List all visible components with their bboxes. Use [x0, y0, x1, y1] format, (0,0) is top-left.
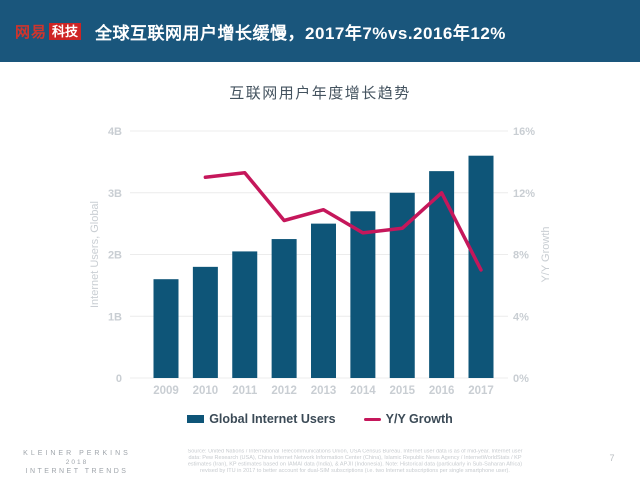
brand-line: 2018	[65, 459, 89, 466]
growth-trend-chart: 0 0% 1B 4% 2B 8% 3B 12% 4B 16% Internet Users, Glo…	[89, 126, 552, 397]
svg-text:2017: 2017	[468, 385, 494, 397]
source-note: Source: United Nations / International T…	[166, 449, 543, 475]
line-series-swatch-icon	[363, 417, 381, 421]
logo-sub-badge: 科技	[49, 22, 82, 40]
svg-text:2015: 2015	[389, 385, 415, 397]
svg-text:8%: 8%	[513, 250, 529, 262]
page-number: 7	[609, 453, 615, 463]
headline-title: 全球互联网用户增长缓慢，2017年7%vs.2016年12%	[95, 23, 506, 43]
svg-text:2011: 2011	[232, 385, 258, 397]
source-line: data: Pew Research (USA), China Internet…	[188, 455, 522, 461]
logo-brand-text: 网易	[15, 22, 48, 41]
brand-line: KLEINER PERKINS	[23, 450, 131, 457]
svg-text:4%: 4%	[513, 311, 529, 323]
svg-text:2B: 2B	[108, 250, 122, 262]
svg-text:2009: 2009	[153, 385, 179, 397]
source-line: Source: United Nations / International T…	[187, 449, 523, 455]
brand-line: INTERNET TRENDS	[25, 468, 129, 475]
legend-label: Global Internet Users	[209, 412, 336, 426]
legend-label: Y/Y Growth	[385, 412, 453, 426]
svg-text:2014: 2014	[350, 385, 376, 397]
source-line: estimates (Iran), KP estimates based on …	[187, 461, 523, 468]
svg-text:0%: 0%	[513, 373, 529, 385]
svg-text:16%: 16%	[513, 126, 535, 138]
svg-text:2013: 2013	[311, 385, 337, 397]
svg-text:Y/Y Growth: Y/Y Growth	[540, 226, 552, 282]
legend-item-yy-growth: Y/Y Growth	[363, 412, 453, 426]
svg-text:12%: 12%	[513, 188, 535, 200]
svg-text:2012: 2012	[271, 385, 297, 397]
netease-tech-logo: 网易 科技	[15, 21, 82, 42]
svg-text:1B: 1B	[108, 311, 122, 323]
svg-text:2016: 2016	[429, 385, 455, 397]
svg-text:0: 0	[116, 373, 122, 385]
svg-text:Internet Users, Global: Internet Users, Global	[89, 201, 101, 308]
svg-text:4B: 4B	[108, 126, 122, 138]
header-banner: 网易 科技 全球互联网用户增长缓慢，2017年7%vs.2016年12%	[0, 0, 640, 62]
bar-series-swatch-icon	[187, 415, 205, 423]
kleiner-perkins-brand: KLEINER PERKINS 2018 INTERNET TRENDS	[12, 450, 142, 476]
chart-legend: Global Internet Users Y/Y Growth	[0, 409, 640, 429]
svg-text:3B: 3B	[108, 188, 122, 200]
legend-item-global-internet-users: Global Internet Users	[187, 412, 336, 426]
chart-title: 互联网用户年度增长趋势	[229, 85, 411, 102]
source-line: revised by ITU in 2017 to better account…	[200, 468, 510, 474]
svg-text:2010: 2010	[193, 385, 219, 397]
